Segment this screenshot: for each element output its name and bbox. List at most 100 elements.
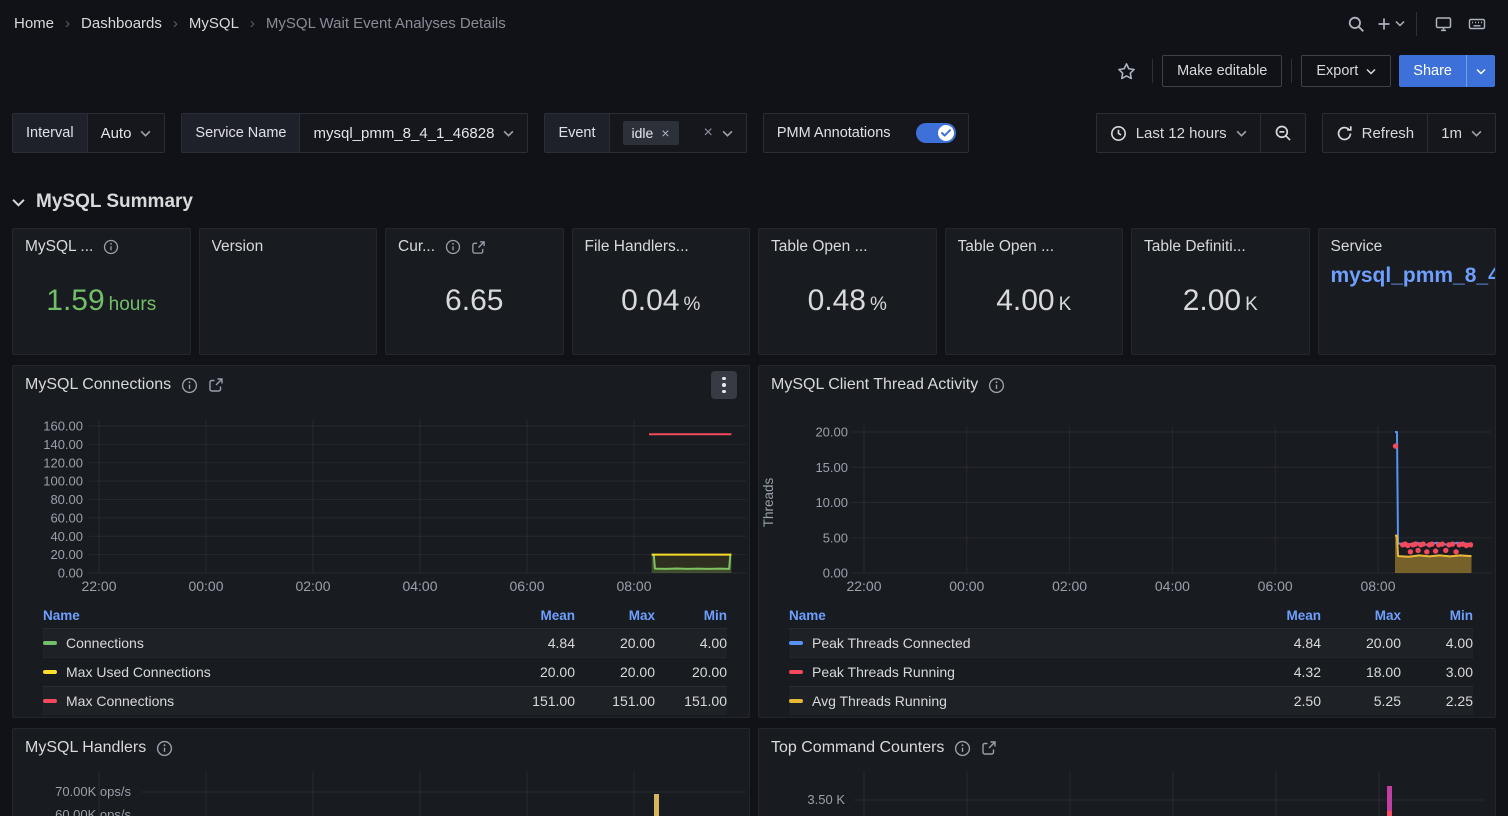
- legend-row[interactable]: Max Connections151.00151.00151.00: [43, 686, 727, 715]
- refresh-button[interactable]: Refresh: [1323, 114, 1428, 152]
- external-link-icon[interactable]: [208, 377, 224, 393]
- nav-divider: [1416, 12, 1417, 36]
- stat-unit: K: [1245, 294, 1258, 316]
- stat-panel-current-qps: Cur... 6.65: [385, 228, 564, 355]
- interval-select[interactable]: Auto: [88, 114, 165, 152]
- stat-title: Cur...: [398, 238, 435, 256]
- new-dashboard-button[interactable]: [1373, 8, 1407, 40]
- share-dropdown-button[interactable]: [1466, 55, 1495, 87]
- panel-menu-button[interactable]: [711, 371, 737, 399]
- service-link[interactable]: mysql_pmm_8_4: [1331, 264, 1497, 288]
- pmm-annotations-control: PMM Annotations: [763, 113, 969, 153]
- section-mysql-summary[interactable]: MySQL Summary: [12, 189, 1496, 215]
- legend-row[interactable]: Avg Threads Running2.505.252.25: [789, 686, 1473, 715]
- legend-value: 4.84: [480, 635, 575, 651]
- info-icon[interactable]: [103, 239, 119, 255]
- make-editable-button[interactable]: Make editable: [1162, 55, 1282, 87]
- info-icon[interactable]: [954, 740, 971, 757]
- legend-row[interactable]: Max Used Connections20.0020.0020.00: [43, 657, 727, 686]
- legend-row[interactable]: Peak Threads Running4.3218.003.00: [789, 657, 1473, 686]
- panel-header[interactable]: MySQL Client Thread Activity: [759, 366, 1495, 404]
- dashboard-toolbar: Make editable Export Share: [0, 47, 1508, 95]
- event-select[interactable]: idle × ×: [610, 114, 746, 152]
- share-button[interactable]: Share: [1399, 55, 1466, 87]
- favorite-button[interactable]: [1109, 55, 1143, 87]
- panel-header[interactable]: MySQL Connections: [13, 366, 749, 404]
- event-chip-label: idle: [632, 125, 654, 141]
- service-name-select[interactable]: mysql_pmm_8_4_1_46828: [300, 114, 527, 152]
- svg-text:0.00: 0.00: [58, 566, 83, 581]
- chevron-down-icon: [1236, 130, 1247, 137]
- legend-row[interactable]: Connections4.8420.004.00: [43, 628, 727, 657]
- stat-panel-service: Service mysql_pmm_8_4: [1318, 228, 1497, 355]
- info-icon[interactable]: [445, 239, 461, 255]
- panel-header[interactable]: Top Command Counters: [759, 729, 1495, 767]
- legend-column-max[interactable]: Max: [575, 608, 655, 623]
- legend-value: 3.00: [1401, 664, 1473, 680]
- breadcrumb-mysql[interactable]: MySQL: [189, 15, 239, 32]
- legend-column-max[interactable]: Max: [1321, 608, 1401, 623]
- legend-column-name[interactable]: Name: [43, 608, 480, 623]
- top-command-counters-chart[interactable]: 3.50 K3.00 K: [759, 767, 1495, 816]
- legend-value: 151.00: [575, 693, 655, 709]
- svg-text:0.00: 0.00: [823, 566, 848, 581]
- chevron-down-icon: [1471, 130, 1482, 137]
- refresh-interval-select[interactable]: 1m: [1428, 114, 1495, 152]
- breadcrumb-dashboards[interactable]: Dashboards: [81, 15, 162, 32]
- legend-column-name[interactable]: Name: [789, 608, 1226, 623]
- legend-column-min[interactable]: Min: [1401, 608, 1473, 623]
- breadcrumb-home[interactable]: Home: [14, 15, 54, 32]
- export-button[interactable]: Export: [1301, 55, 1391, 87]
- svg-text:40.00: 40.00: [50, 529, 83, 544]
- tv-mode-button[interactable]: [1426, 8, 1460, 40]
- connections-chart[interactable]: 22:0000:0002:0004:0006:0008:000.0020.004…: [13, 410, 749, 600]
- svg-text:5.00: 5.00: [823, 530, 848, 545]
- chevron-down-icon: [503, 130, 514, 137]
- stat-unit: hours: [109, 294, 157, 316]
- svg-text:02:00: 02:00: [1052, 578, 1087, 594]
- legend-column-mean[interactable]: Mean: [480, 608, 575, 623]
- chevron-down-icon: [1395, 20, 1405, 27]
- event-clear-icon[interactable]: ×: [704, 125, 713, 141]
- external-link-icon[interactable]: [471, 240, 486, 255]
- panel-title: MySQL Handlers: [25, 739, 146, 757]
- toolbar-divider: [1152, 59, 1153, 83]
- search-button[interactable]: [1339, 8, 1373, 40]
- pmm-annotations-toggle[interactable]: [916, 123, 956, 143]
- chip-remove-icon[interactable]: ×: [661, 126, 669, 140]
- svg-text:04:00: 04:00: [402, 578, 437, 594]
- legend-value: 4.00: [1401, 635, 1473, 651]
- event-filter: Event idle × ×: [544, 113, 746, 153]
- handlers-chart[interactable]: 70.00K ops/s60.00K ops/s: [13, 767, 749, 816]
- legend-row[interactable]: Peak Threads Connected4.8420.004.00: [789, 628, 1473, 657]
- legend-column-min[interactable]: Min: [655, 608, 727, 623]
- svg-text:00:00: 00:00: [949, 578, 984, 594]
- info-icon[interactable]: [181, 377, 198, 394]
- zoom-out-button[interactable]: [1261, 114, 1305, 152]
- stat-panel-table-open: Table Open ... 4.00K: [945, 228, 1124, 355]
- stat-value: 1.59: [46, 284, 104, 318]
- external-link-icon[interactable]: [981, 740, 997, 756]
- export-label: Export: [1316, 63, 1358, 79]
- time-range-picker: Last 12 hours: [1096, 113, 1306, 153]
- legend-header: NameMeanMaxMin: [789, 602, 1473, 628]
- info-icon[interactable]: [156, 740, 173, 757]
- keyboard-shortcuts-button[interactable]: [1460, 8, 1494, 40]
- event-chip-idle[interactable]: idle ×: [623, 121, 679, 145]
- chevron-down-icon: [12, 198, 25, 207]
- legend-column-mean[interactable]: Mean: [1226, 608, 1321, 623]
- connections-legend: NameMeanMaxMinConnections4.8420.004.00Ma…: [13, 600, 749, 715]
- threads-chart[interactable]: 22:0000:0002:0004:0006:0008:000.005.0010…: [759, 410, 1495, 600]
- stat-panel-mysql-uptime: MySQL ... 1.59hours: [12, 228, 191, 355]
- info-icon[interactable]: [988, 377, 1005, 394]
- monitor-icon: [1434, 15, 1453, 33]
- refresh-controls: Refresh 1m: [1322, 113, 1496, 153]
- panel-header[interactable]: MySQL Handlers: [13, 729, 749, 767]
- chevron-down-icon[interactable]: [722, 130, 733, 137]
- svg-text:60.00K ops/s: 60.00K ops/s: [55, 807, 131, 816]
- stat-unit: K: [1059, 294, 1072, 316]
- panel-title: MySQL Connections: [25, 376, 171, 394]
- time-range-button[interactable]: Last 12 hours: [1097, 114, 1260, 152]
- breadcrumb-separator: ›: [250, 15, 255, 32]
- svg-text:22:00: 22:00: [846, 578, 881, 594]
